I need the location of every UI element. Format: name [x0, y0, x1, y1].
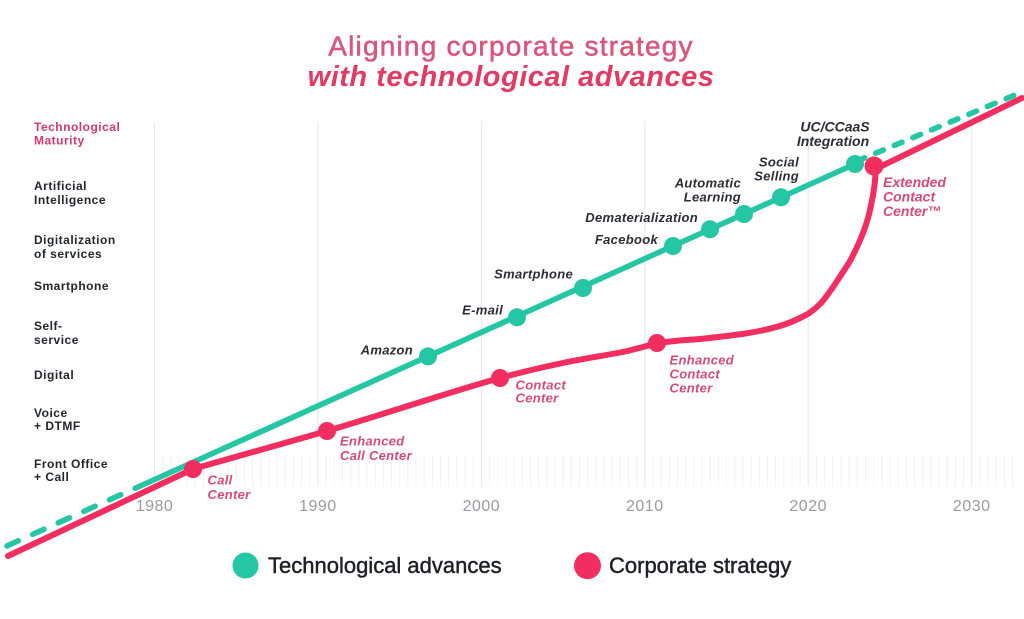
svg-text:Center: Center — [516, 391, 560, 406]
svg-text:with technological advances: with technological advances — [308, 61, 715, 93]
svg-text:2030: 2030 — [953, 498, 991, 515]
svg-text:Contact: Contact — [670, 367, 721, 382]
svg-text:E-mail: E-mail — [462, 303, 503, 318]
svg-text:Smartphone: Smartphone — [34, 279, 109, 293]
svg-text:Front Office: Front Office — [34, 457, 108, 471]
svg-text:Technological: Technological — [34, 120, 120, 134]
svg-text:Intelligence: Intelligence — [34, 193, 106, 207]
svg-text:Amazon: Amazon — [360, 343, 413, 358]
svg-text:+ DTMF: + DTMF — [34, 419, 81, 433]
svg-text:Call Center: Call Center — [340, 448, 413, 463]
svg-text:Voice: Voice — [34, 406, 68, 420]
svg-text:2020: 2020 — [789, 498, 827, 515]
svg-text:Artificial: Artificial — [34, 179, 87, 193]
svg-text:Dematerialization: Dematerialization — [585, 210, 698, 225]
svg-text:1980: 1980 — [136, 498, 174, 515]
svg-text:Maturity: Maturity — [34, 133, 85, 147]
svg-text:Center™: Center™ — [883, 203, 941, 219]
svg-text:Self-: Self- — [34, 319, 63, 333]
svg-text:Facebook: Facebook — [595, 232, 659, 247]
svg-text:2000: 2000 — [463, 498, 501, 515]
svg-text:Integration: Integration — [797, 133, 869, 149]
svg-text:of services: of services — [34, 247, 102, 261]
svg-text:service: service — [34, 333, 79, 347]
svg-text:UC/CCaaS: UC/CCaaS — [800, 118, 870, 134]
svg-text:Corporate strategy: Corporate strategy — [609, 553, 791, 578]
svg-text:2010: 2010 — [626, 498, 664, 515]
svg-text:Automatic: Automatic — [674, 175, 742, 190]
svg-text:Contact: Contact — [883, 188, 936, 204]
svg-text:Digital: Digital — [34, 368, 74, 382]
svg-text:Technological advances: Technological advances — [268, 553, 502, 578]
svg-text:Learning: Learning — [684, 189, 741, 204]
svg-text:1990: 1990 — [299, 498, 337, 515]
svg-text:Smartphone: Smartphone — [494, 267, 573, 282]
svg-text:Social: Social — [759, 154, 799, 169]
svg-text:Digitalization: Digitalization — [34, 233, 116, 247]
svg-text:Center: Center — [670, 381, 714, 396]
svg-text:Call: Call — [208, 473, 233, 488]
svg-text:Extended: Extended — [883, 174, 946, 190]
svg-text:+ Call: + Call — [34, 470, 69, 484]
svg-text:Enhanced: Enhanced — [670, 353, 735, 368]
svg-text:Enhanced: Enhanced — [340, 434, 405, 449]
svg-text:Contact: Contact — [516, 378, 567, 393]
svg-text:Selling: Selling — [754, 169, 799, 184]
svg-text:Center: Center — [208, 487, 252, 502]
svg-text:Aligning corporate strategy: Aligning corporate strategy — [328, 30, 693, 61]
